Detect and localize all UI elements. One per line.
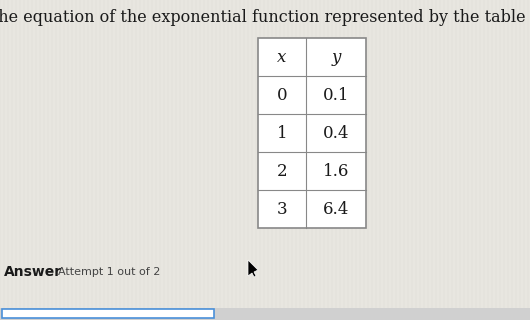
Text: x: x	[277, 49, 287, 66]
Text: 1.6: 1.6	[323, 163, 349, 180]
Text: 2: 2	[277, 163, 287, 180]
Text: Attempt 1 out of 2: Attempt 1 out of 2	[58, 267, 161, 277]
Text: nd the equation of the exponential function represented by the table below:: nd the equation of the exponential funct…	[0, 10, 530, 27]
Polygon shape	[248, 260, 258, 277]
Text: y: y	[331, 49, 341, 66]
Bar	[258, 38, 366, 228]
Bar	[0, 308, 530, 320]
Text: 0: 0	[277, 86, 287, 103]
Text: 0.4: 0.4	[323, 124, 349, 141]
Text: 6.4: 6.4	[323, 201, 349, 218]
Text: 3: 3	[277, 201, 287, 218]
Bar	[2, 309, 214, 318]
Text: 1: 1	[277, 124, 287, 141]
Text: 0.1: 0.1	[323, 86, 349, 103]
Text: Answer: Answer	[4, 265, 62, 279]
